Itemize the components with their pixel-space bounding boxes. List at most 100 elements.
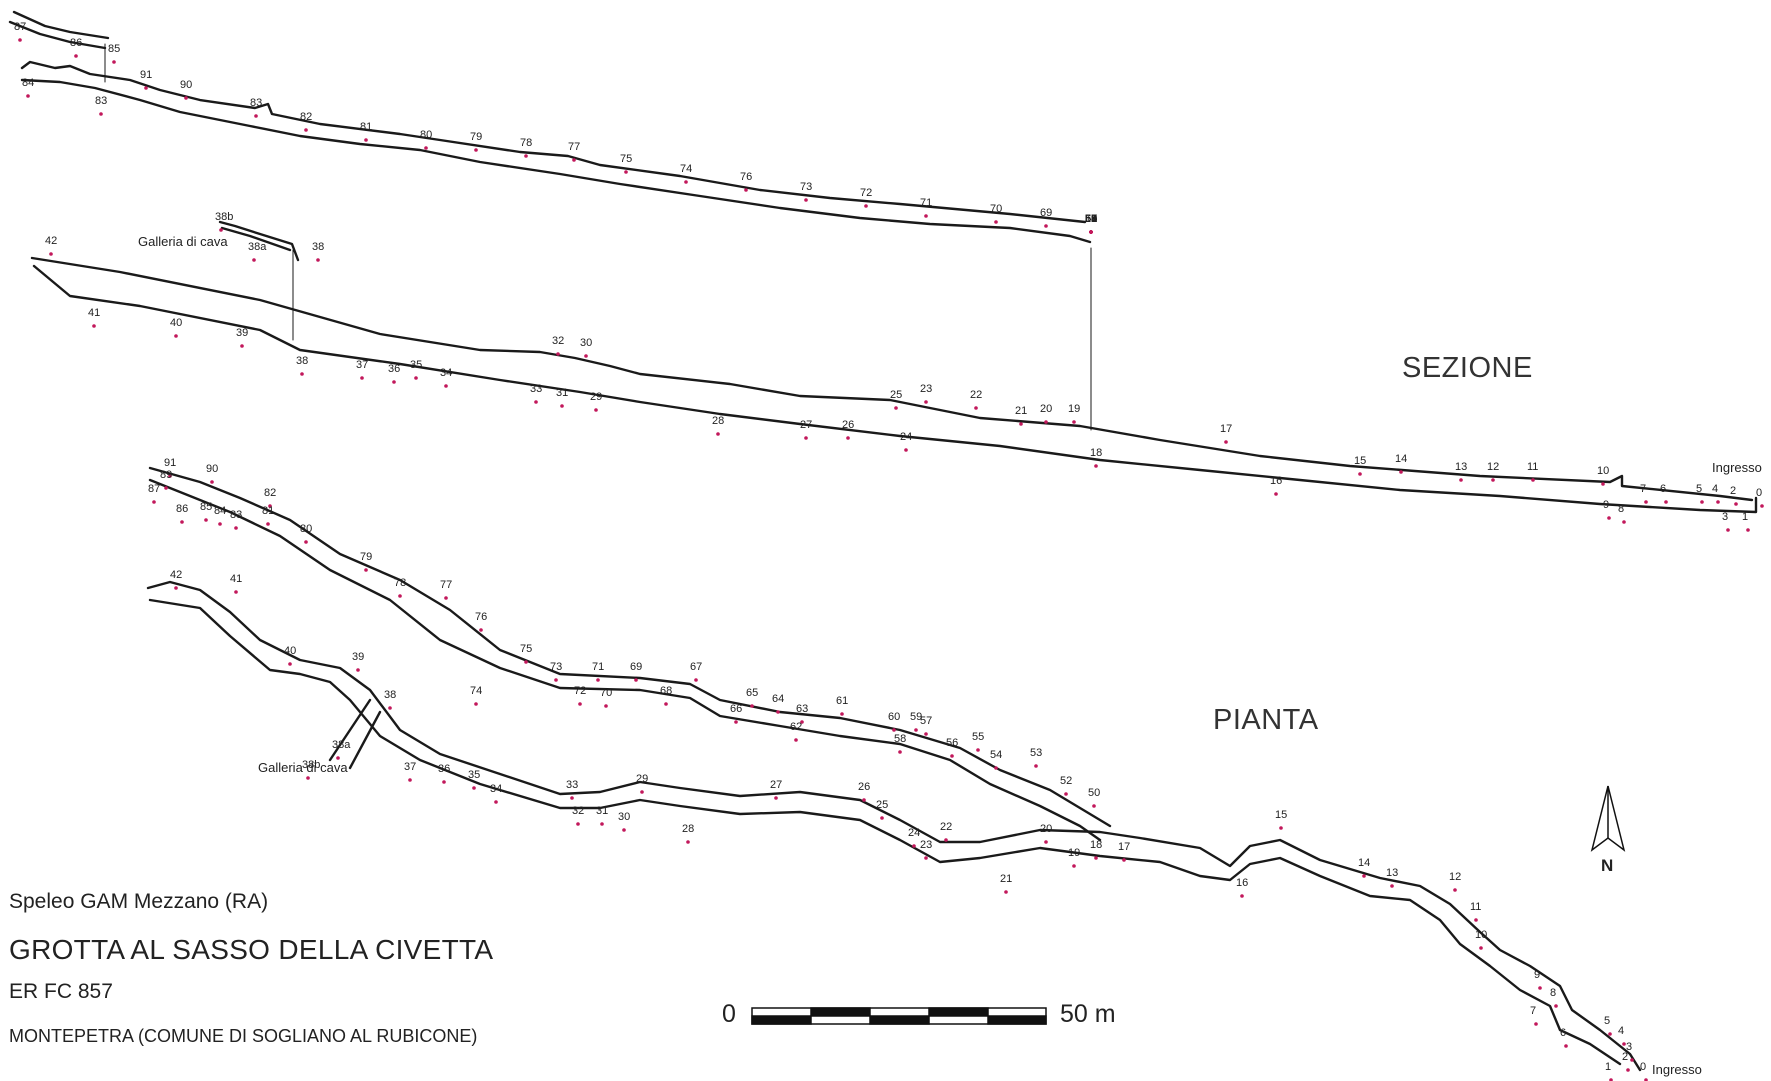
section-title: SEZIONE (1402, 352, 1533, 384)
station-label: 31 (596, 805, 608, 817)
station-label: 84 (22, 77, 34, 89)
station-label: 80 (420, 129, 432, 141)
north-label: N (1601, 856, 1614, 875)
station-point (604, 704, 608, 708)
station-point (664, 702, 668, 706)
station-point (180, 520, 184, 524)
station-point (924, 856, 928, 860)
station-point (210, 480, 214, 484)
station-label: 3 (1722, 511, 1728, 523)
station-label: 57 (1085, 213, 1097, 225)
station-label: 35 (410, 359, 422, 371)
station-point (392, 380, 396, 384)
station-label: 63 (796, 703, 808, 715)
station-point (904, 448, 908, 452)
station-label: 61 (836, 695, 848, 707)
station-label: 24 (908, 827, 920, 839)
station-label: 23 (920, 839, 932, 851)
station-label: 16 (1270, 475, 1282, 487)
station-label: 62 (1085, 213, 1097, 225)
station-label: 21 (1000, 873, 1012, 885)
station-point (1564, 1044, 1568, 1048)
station-label: 5 (1604, 1015, 1610, 1027)
station-point (1531, 478, 1535, 482)
station-label: 17 (1118, 841, 1130, 853)
station-label: 0 (1756, 487, 1762, 499)
station-label: 90 (206, 463, 218, 475)
station-label: 32 (572, 805, 584, 817)
station-point (306, 776, 310, 780)
station-point (360, 376, 364, 380)
station-point (578, 702, 582, 706)
station-point (576, 822, 580, 826)
section-main-gallery-floor (32, 264, 1758, 514)
station-label: 65 (1085, 213, 1097, 225)
scale-bar-graphic (751, 1007, 1047, 1025)
station-point (92, 324, 96, 328)
station-label: 51 (1085, 213, 1097, 225)
station-label: 58 (894, 733, 906, 745)
station-point (800, 720, 804, 724)
station-label: 40 (170, 317, 182, 329)
station-label: 89 (160, 469, 172, 481)
station-point (1474, 918, 1478, 922)
station-point (414, 376, 418, 380)
station-label: 14 (1395, 453, 1407, 465)
station-label: 58 (1085, 213, 1097, 225)
station-label: 86 (70, 37, 82, 49)
station-point (534, 400, 538, 404)
station-point (924, 732, 928, 736)
station-label: 17 (1220, 423, 1232, 435)
station-point (892, 728, 896, 732)
station-label: 22 (940, 821, 952, 833)
station-label: 4 (1712, 483, 1718, 495)
station-point (570, 796, 574, 800)
station-point (444, 384, 448, 388)
station-label: 23 (920, 383, 932, 395)
station-point (1622, 520, 1626, 524)
station-point (1459, 478, 1463, 482)
station-point (1094, 464, 1098, 468)
station-label: 9 (1534, 969, 1540, 981)
station-label: 15 (1275, 809, 1287, 821)
station-point (804, 198, 808, 202)
station-label: 54 (990, 749, 1002, 761)
station-label: 52 (1060, 775, 1072, 787)
station-point (914, 728, 918, 732)
station-label: 38b (302, 759, 320, 771)
station-label: 36 (388, 363, 400, 375)
station-point (1644, 1078, 1648, 1081)
section-quarry-gallery (218, 220, 300, 262)
station-point (1609, 1078, 1613, 1081)
station-label: 1 (1742, 511, 1748, 523)
station-point (268, 504, 272, 508)
station-label: 38 (384, 689, 396, 701)
station-point (168, 474, 172, 478)
station-label: 27 (800, 419, 812, 431)
station-point (1240, 894, 1244, 898)
station-point (640, 790, 644, 794)
station-point (472, 786, 476, 790)
scale-start-label: 0 (722, 1000, 736, 1028)
station-label: 21 (1015, 405, 1027, 417)
station-point (776, 710, 780, 714)
station-label: 37 (404, 761, 416, 773)
station-point (1608, 1032, 1612, 1036)
station-label: 59 (1085, 213, 1097, 225)
north-arrow-icon (1590, 785, 1626, 852)
station-label: 38a (332, 739, 351, 751)
station-label: 6 (1560, 1027, 1566, 1039)
station-label: 13 (1455, 461, 1467, 473)
station-label: 72 (574, 685, 586, 697)
station-point (924, 214, 928, 218)
station-label: 18 (1090, 839, 1102, 851)
station-label: 34 (490, 783, 502, 795)
station-label: 20 (1040, 403, 1052, 415)
station-point (600, 822, 604, 826)
station-label: 40 (284, 645, 296, 657)
station-label: 5 (1696, 483, 1702, 495)
section-upper-branch-roof (20, 60, 1087, 224)
station-label: 64 (1085, 213, 1097, 225)
station-point (524, 660, 528, 664)
station-point (112, 60, 116, 64)
